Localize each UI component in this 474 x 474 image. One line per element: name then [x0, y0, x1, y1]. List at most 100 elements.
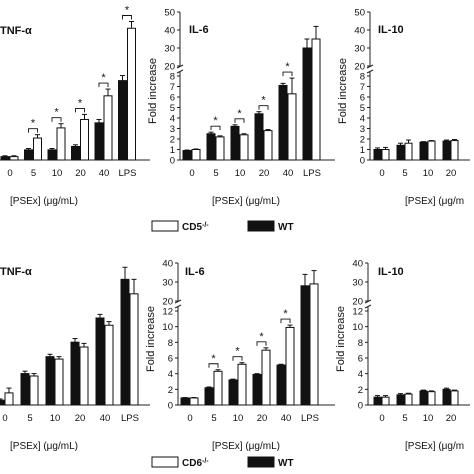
y-tick-label: 7 [170, 82, 175, 93]
y-tick-label: 1 [170, 145, 175, 156]
significance-star: * [235, 346, 240, 358]
y-tick-label: 8 [170, 72, 175, 83]
x-tick-label: 0 [379, 413, 384, 424]
bar-wt [300, 285, 310, 406]
panel-title: IL-10 [378, 24, 404, 36]
panel-title: IL-6 [189, 24, 209, 36]
x-tick-label: 5 [211, 413, 216, 424]
bar-wt [373, 149, 382, 161]
bar-ko [103, 95, 113, 161]
y-tick-label: 10 [352, 322, 363, 333]
x-tick-label: 20 [259, 168, 270, 179]
bar-ko [80, 118, 89, 161]
bar-ko [127, 27, 136, 161]
y-tick-label: 30 [354, 44, 365, 55]
significance-star: * [283, 308, 288, 320]
legend-swatch [247, 456, 275, 468]
x-axis-label: [PSEx] (μg/mL) [212, 196, 280, 207]
bar-wt [0, 156, 10, 161]
bar-ko [189, 397, 199, 406]
panel-title: IL-6 [185, 266, 205, 278]
x-tick-label: LPS [121, 413, 139, 424]
panel-title: TNF-α [0, 25, 32, 37]
axis-break-mark [366, 69, 374, 74]
y-tick-label: 50 [354, 8, 365, 19]
bar-wt [204, 387, 214, 406]
bar-ko [239, 134, 249, 161]
x-tick-label: LPS [301, 413, 319, 424]
x-tick-label: LPS [303, 168, 321, 179]
bar-wt [254, 113, 264, 161]
significance-bracket [280, 318, 291, 324]
axis-break-mark [364, 304, 372, 309]
x-axis-label: [PSEx] (μg/mL) [10, 441, 78, 452]
bar-ko [404, 142, 413, 161]
significance-star: * [237, 108, 242, 120]
legend-swatch [151, 220, 179, 232]
y-tick-label: 12 [352, 307, 363, 318]
x-tick-label: LPS [119, 168, 137, 179]
y-tick-label: 50 [164, 8, 175, 19]
bar-wt [419, 390, 428, 406]
x-tick-label: 10 [52, 168, 63, 179]
y-tick-label: 4 [358, 369, 363, 380]
bar-wt [228, 379, 238, 406]
bar-ko [309, 283, 319, 406]
bar-ko [285, 326, 295, 406]
x-tick-label: 40 [281, 413, 292, 424]
bar-ko [237, 363, 247, 406]
bar-wt [252, 373, 262, 406]
x-tick-label: 20 [257, 413, 268, 424]
significance-bracket [210, 125, 221, 131]
bar-wt [182, 150, 192, 161]
y-tick-label: 5 [170, 103, 175, 114]
x-tick-label: 20 [75, 168, 86, 179]
y-tick-label: 1 [360, 145, 365, 156]
bar-ko [381, 396, 390, 406]
x-tick-label: 40 [99, 168, 110, 179]
y-tick-label: 10 [162, 322, 173, 333]
bar-wt [45, 356, 55, 406]
y-tick-label: 6 [168, 354, 173, 365]
significance-bracket [122, 15, 132, 20]
y-tick-label: 5 [360, 103, 365, 114]
x-tick-label: 0 [7, 168, 12, 179]
significance-bracket [258, 105, 269, 110]
y-tick-label: 2 [168, 385, 173, 396]
bar-ko [381, 149, 390, 161]
y-tick-label: 4 [170, 114, 175, 125]
y-tick-label: 6 [170, 93, 175, 104]
bar-ko [427, 391, 436, 406]
y-tick-label: 6 [358, 354, 363, 365]
x-axis-label: [PSEx] (μg/mL) [212, 441, 280, 452]
x-tick-label: 10 [233, 413, 244, 424]
y-tick-label: 20 [162, 297, 173, 308]
significance-bracket [51, 117, 62, 122]
significance-star: * [101, 72, 106, 84]
legend-top: CD5-/- WT [151, 220, 294, 233]
bar-wt [419, 141, 428, 161]
bar-ko [104, 324, 114, 406]
bar-wt [276, 364, 286, 406]
significance-star: * [31, 118, 36, 130]
bar-wt [442, 388, 451, 406]
y-tick-label: 7 [360, 82, 365, 93]
y-tick-label: 2 [170, 135, 175, 146]
bar-wt [278, 84, 288, 161]
y-tick-label: 0 [168, 401, 173, 412]
y-tick-label: 40 [162, 259, 173, 270]
y-tick-label: 40 [164, 26, 175, 37]
x-tick-label: 0 [187, 413, 192, 424]
significance-star: * [125, 5, 130, 17]
y-axis-label: Fold increase [145, 306, 157, 372]
y-axis-label: Fold increase [337, 58, 349, 124]
significance-bracket [234, 118, 245, 123]
bar-ko [263, 130, 273, 161]
significance-star: * [259, 331, 264, 343]
bar-wt [70, 341, 80, 406]
bar-ko [311, 38, 321, 161]
bar-ko [33, 137, 42, 161]
